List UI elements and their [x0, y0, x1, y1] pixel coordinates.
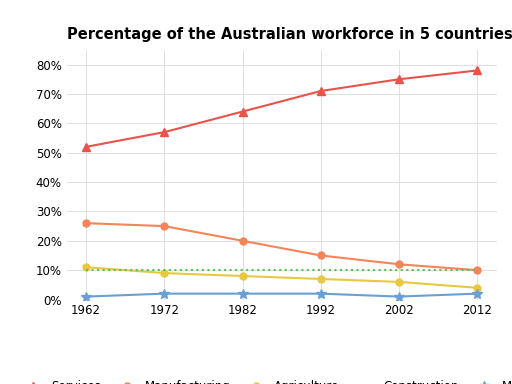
Mining	[317, 291, 324, 296]
Construction	[474, 268, 480, 273]
Construction	[240, 268, 246, 273]
Mining	[474, 291, 480, 296]
Agriculture	[474, 285, 480, 290]
Text: Percentage of the Australian workforce in 5 countries, 1962 - 2012: Percentage of the Australian workforce i…	[67, 27, 512, 42]
Mining	[161, 291, 167, 296]
Agriculture	[396, 280, 402, 284]
Mining	[240, 291, 246, 296]
Line: Agriculture: Agriculture	[82, 264, 481, 291]
Manufacturing	[161, 224, 167, 228]
Construction	[317, 268, 324, 273]
Services	[474, 68, 480, 73]
Agriculture	[317, 276, 324, 281]
Agriculture	[161, 271, 167, 275]
Manufacturing	[83, 221, 89, 225]
Mining	[396, 294, 402, 299]
Manufacturing	[474, 268, 480, 273]
Line: Manufacturing: Manufacturing	[82, 220, 481, 274]
Agriculture	[83, 265, 89, 270]
Services	[396, 77, 402, 81]
Mining	[83, 294, 89, 299]
Manufacturing	[240, 238, 246, 243]
Construction	[161, 268, 167, 273]
Services	[317, 89, 324, 93]
Manufacturing	[317, 253, 324, 258]
Legend: Services, Manufacturing, Agriculture, Construction, Mining: Services, Manufacturing, Agriculture, Co…	[17, 375, 512, 384]
Services	[83, 144, 89, 149]
Line: Services: Services	[82, 66, 481, 151]
Construction	[83, 268, 89, 273]
Services	[161, 130, 167, 134]
Construction	[396, 268, 402, 273]
Services	[240, 109, 246, 114]
Manufacturing	[396, 262, 402, 266]
Agriculture	[240, 274, 246, 278]
Line: Mining: Mining	[81, 289, 482, 301]
